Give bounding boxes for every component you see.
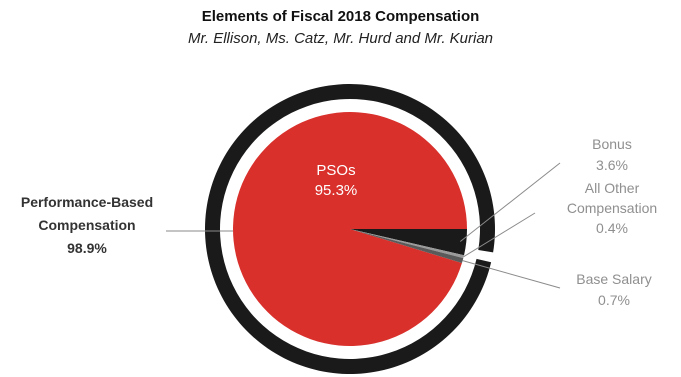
pie-slice-psos [233, 112, 467, 347]
pie-slice-base-salary [350, 229, 464, 264]
chart-title: Elements of Fiscal 2018 Compensation [201, 8, 480, 25]
leader-line-all-other [463, 212, 536, 258]
chart-subtitle: Mr. Ellison, Ms. Catz, Mr. Hurd and Mr. … [187, 30, 494, 47]
label-performance-based: Performance-Based Compensation 98.9% [21, 194, 153, 256]
pie-slice-all-other [350, 229, 465, 259]
leader-line-base-salary [462, 260, 561, 289]
label-bonus: Bonus 3.6% [592, 136, 632, 173]
pie-slices [233, 112, 467, 347]
leader-line-bonus [459, 162, 561, 242]
label-base-salary: Base Salary 0.7% [576, 271, 651, 308]
label-all-other-compensation: All Other Compensation 0.4% [567, 180, 657, 236]
label-psos: PSOs 95.3% [315, 162, 358, 199]
pie-labels: PSOs 95.3% Bonus 3.6% All Other Compensation 0… [21, 136, 657, 308]
pie-slice-bonus [350, 229, 467, 256]
leader-lines [166, 162, 561, 289]
